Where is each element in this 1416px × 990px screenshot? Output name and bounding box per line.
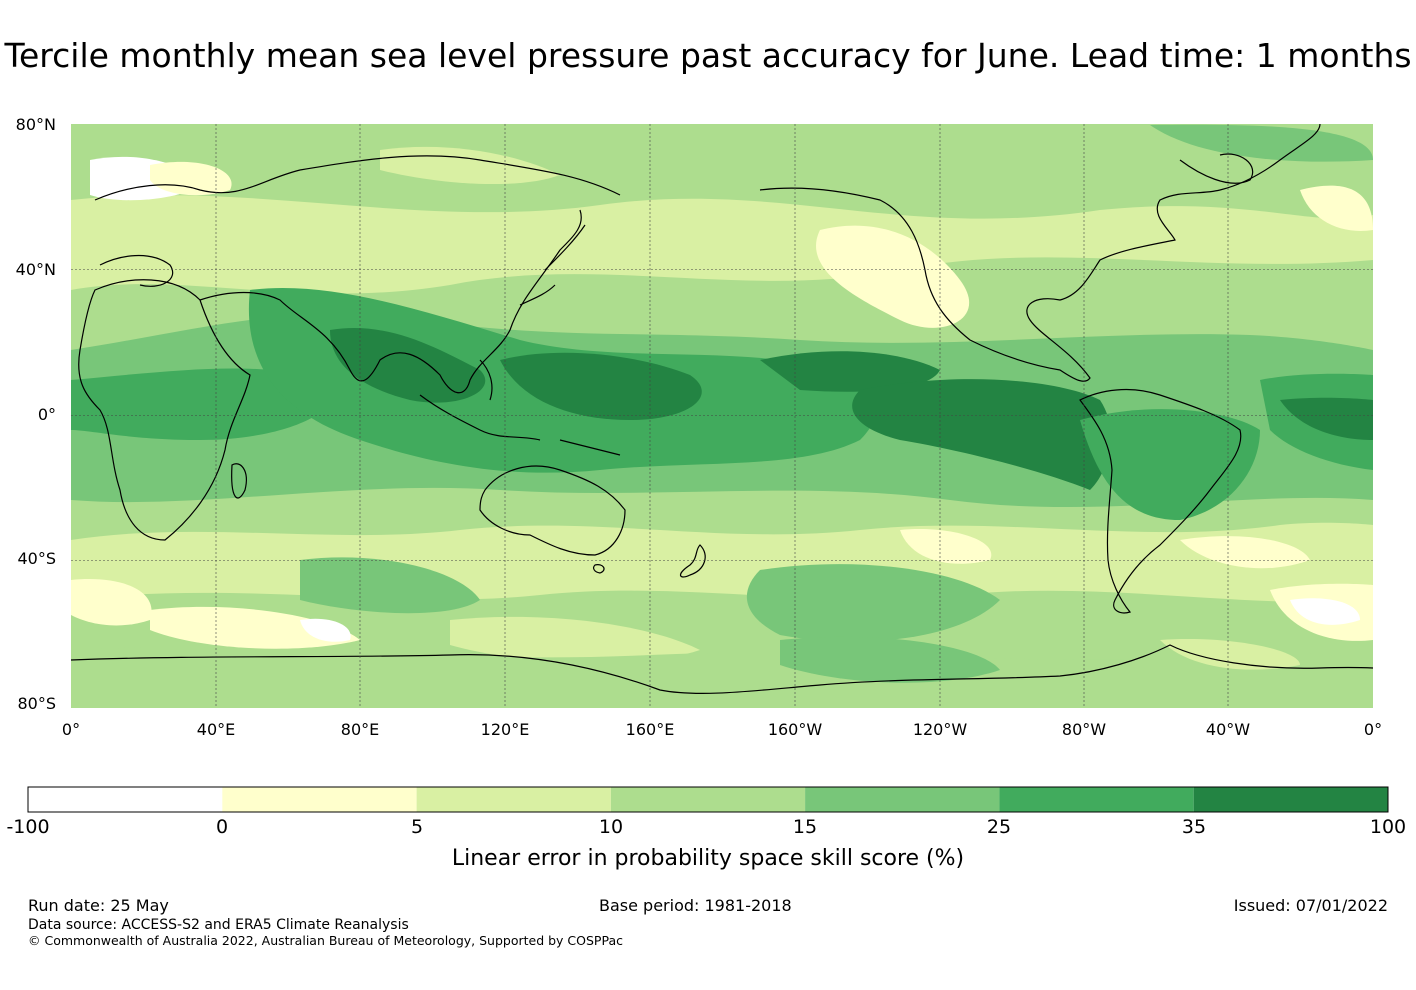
colorbar-swatch-0	[28, 787, 223, 812]
colorbar-tick: 100	[1369, 816, 1407, 838]
issued-date: Issued: 07/01/2022	[1233, 896, 1388, 915]
lon-label-120e: 120°E	[480, 720, 530, 739]
colorbar-tick: 35	[1181, 816, 1207, 838]
colorbar-tick: 5	[410, 816, 424, 838]
lat-label-80n: 80°N	[15, 115, 56, 134]
colorbar-tick: -100	[6, 816, 50, 838]
run-date: Run date: 25 May	[28, 896, 169, 915]
lat-label-80s: 80°S	[17, 694, 56, 713]
colorbar-tick: 10	[598, 816, 624, 838]
map-title: Tercile monthly mean sea level pressure …	[4, 36, 1412, 75]
lon-label-40e: 40°E	[196, 720, 236, 739]
base-period: Base period: 1981-2018	[599, 896, 792, 915]
colorbar-swatch-5	[999, 787, 1194, 812]
colorbar-swatch-2	[416, 787, 611, 812]
colorbar-swatch-1	[222, 787, 417, 812]
lat-label-40s: 40°S	[17, 549, 56, 568]
colorbar-swatch-4	[805, 787, 1000, 812]
lon-label-80e: 80°E	[340, 720, 380, 739]
coastlines	[71, 124, 1373, 694]
lat-label-equator: 0°	[37, 405, 56, 424]
colorbar-tick: 0	[215, 816, 229, 838]
lon-label-0-east: 0°	[1363, 720, 1383, 739]
lon-label-80w: 80°W	[1061, 720, 1107, 739]
graticule	[71, 124, 1373, 708]
lon-label-160e: 160°E	[625, 720, 675, 739]
colorbar	[27, 786, 1389, 813]
colorbar-swatch-6	[1193, 787, 1388, 812]
lon-label-160w: 160°W	[767, 720, 823, 739]
lon-label-0: 0°	[61, 720, 81, 739]
lon-label-120w: 120°W	[912, 720, 968, 739]
colorbar-label: Linear error in probability space skill …	[451, 846, 965, 871]
data-source: Data source: ACCESS-S2 and ERA5 Climate …	[28, 917, 409, 933]
colorbar-swatch-3	[610, 787, 806, 812]
colorbar-tick: 15	[792, 816, 818, 838]
skill-field	[71, 124, 1373, 708]
lat-label-40n: 40°N	[15, 260, 56, 279]
colorbar-tick: 25	[986, 816, 1012, 838]
copyright: © Commonwealth of Australia 2022, Austra…	[28, 933, 623, 948]
lon-label-40w: 40°W	[1205, 720, 1251, 739]
